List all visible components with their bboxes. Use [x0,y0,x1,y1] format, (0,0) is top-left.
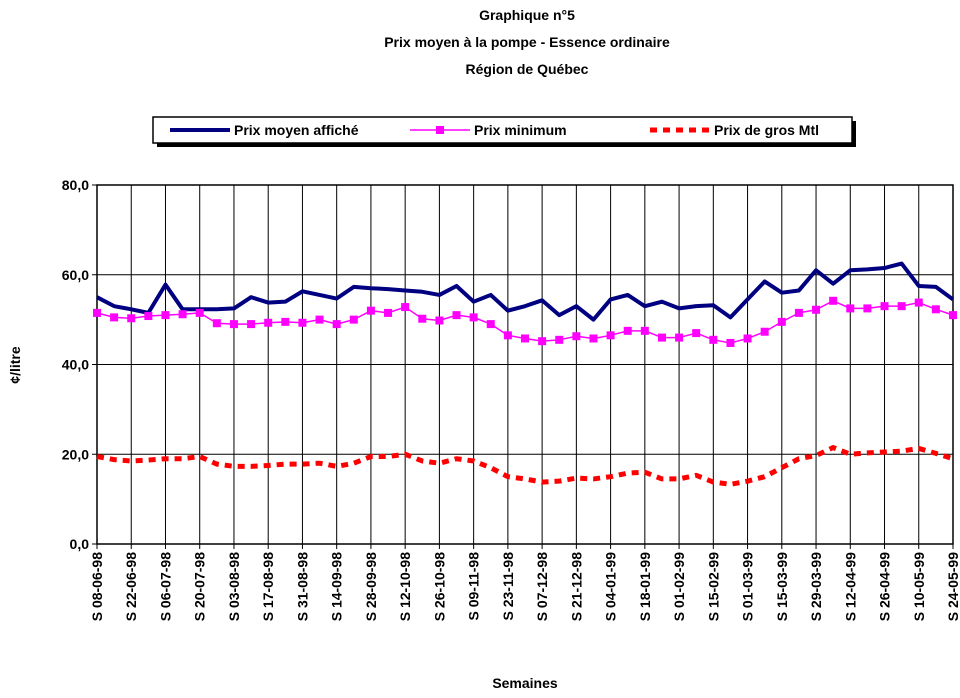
point-marker [384,308,393,317]
point-marker [401,303,410,312]
point-marker [743,334,752,343]
point-marker [623,326,632,335]
point-marker [469,313,478,322]
chart-title: Prix moyen à la pompe - Essence ordinair… [384,34,670,50]
x-tick-label: S 23-11-98 [500,552,516,621]
x-tick-label: S 28-09-98 [363,552,379,621]
y-tick-label: 80,0 [62,177,89,193]
y-tick-label: 0,0 [70,536,90,552]
point-marker [675,333,684,342]
point-marker [897,302,906,311]
y-axis-label: ¢/litre [7,346,23,384]
chart-title: Région de Québec [466,61,589,77]
point-marker [264,318,273,327]
point-marker [247,320,256,329]
x-tick-label: S 17-08-98 [260,552,276,621]
point-marker [503,331,512,340]
point-marker [914,298,923,307]
y-tick-label: 20,0 [62,446,89,462]
point-marker [640,326,649,335]
point-marker [452,311,461,320]
point-marker [777,317,786,326]
x-tick-label: S 09-11-98 [466,552,482,621]
x-tick-label: S 07-12-98 [534,552,550,621]
point-marker [538,337,547,346]
legend-label: Prix de gros Mtl [714,122,819,138]
legend-marker [436,126,444,134]
x-tick-label: S 21-12-98 [568,552,584,621]
point-marker [281,317,290,326]
legend-box [152,116,853,144]
x-tick-label: S 12-10-98 [397,552,413,621]
x-tick-label: S 06-07-98 [157,552,173,621]
point-marker [572,332,581,341]
point-marker [349,315,358,324]
x-tick-label: S 14-09-98 [329,552,345,621]
point-marker [931,305,940,314]
point-marker [794,308,803,317]
point-marker [726,338,735,347]
x-tick-label: S 24-05-99 [945,552,960,621]
x-tick-label: S 26-04-99 [877,552,893,621]
x-tick-label: S 01-03-99 [740,552,756,621]
point-marker [486,320,495,329]
chart-title: Graphique n°5 [479,7,575,23]
point-marker [846,304,855,313]
x-tick-label: S 18-01-99 [637,552,653,621]
point-marker [555,335,564,344]
point-marker [880,302,889,311]
point-marker [949,311,957,320]
point-marker [521,334,529,343]
point-marker [760,327,769,336]
y-tick-label: 60,0 [62,267,89,283]
point-marker [829,296,838,305]
x-tick-label: S 20-07-98 [192,552,208,621]
point-marker [657,333,666,342]
series-line [96,445,954,487]
point-marker [418,314,427,323]
point-marker [195,308,204,317]
point-marker [110,313,119,322]
point-marker [589,334,598,343]
x-tick-label: S 08-06-98 [89,552,105,621]
x-tick-label: S 10-05-99 [911,552,927,621]
point-marker [863,304,872,313]
point-marker [606,331,615,340]
point-marker [812,305,821,314]
x-tick-label: S 12-04-99 [842,552,858,621]
plot-border [96,184,954,545]
point-marker [178,310,187,319]
x-axis-label: Semaines [492,675,558,691]
point-marker [161,311,170,320]
x-tick-label: S 15-02-99 [705,552,721,621]
point-marker [366,306,375,315]
point-marker [298,318,307,327]
y-tick-label: 40,0 [62,357,89,373]
series-line [96,261,955,322]
point-marker [144,312,153,321]
x-tick-label: S 31-08-98 [294,552,310,621]
point-marker [709,335,718,344]
x-tick-label: S 15-03-99 [774,552,790,621]
x-tick-label: S 29-03-99 [808,552,824,621]
x-tick-label: S 03-08-98 [226,552,242,621]
point-marker [229,320,238,329]
point-marker [315,315,324,324]
point-marker [212,319,221,328]
legend-label: Prix moyen affiché [234,122,359,138]
x-tick-label: S 04-01-99 [603,552,619,621]
point-marker [93,308,101,317]
point-marker [332,320,341,329]
x-tick-label: S 01-02-99 [671,552,687,621]
x-tick-label: S 22-06-98 [123,552,139,621]
point-marker [692,329,701,338]
legend-label: Prix minimum [474,122,567,138]
point-marker [435,316,444,325]
point-marker [127,314,136,323]
x-tick-label: S 26-10-98 [431,552,447,621]
